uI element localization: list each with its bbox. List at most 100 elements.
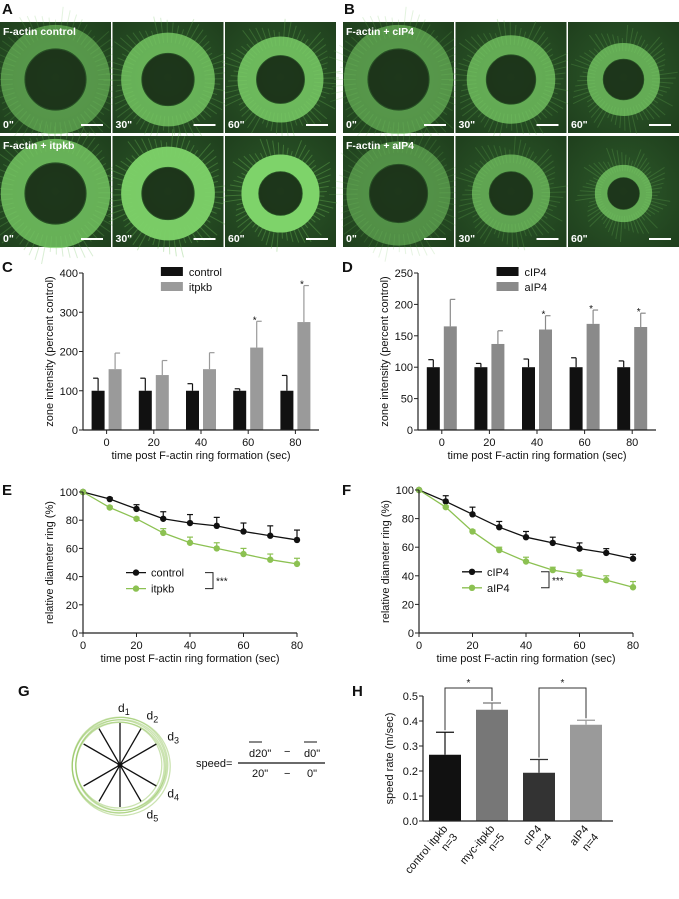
data-point-control: [240, 528, 247, 535]
data-point-itpkb: [160, 529, 167, 537]
legend-label: aIP4: [525, 282, 548, 294]
ring-center: [603, 59, 644, 100]
bar-cIP4: [617, 367, 631, 430]
ring-center: [259, 172, 302, 215]
significance-bracket: [541, 571, 550, 589]
data-point-itpkb: [240, 550, 247, 558]
f-actin-ring: [587, 43, 660, 116]
bar-control-itpkb: [429, 754, 461, 821]
panel-label-A: A: [2, 1, 13, 18]
legend-marker: [132, 569, 140, 576]
y-tick-label: 60: [402, 542, 414, 554]
legend-swatch: [160, 267, 183, 276]
diameter-letter: d: [147, 807, 154, 821]
condition-label: F-actin + aIP4: [346, 140, 414, 152]
x-tick-label: aIP4n=4: [568, 823, 602, 856]
legend-label: aIP4: [487, 583, 510, 595]
chart-D: cIP4 * * * aIP4 0 50 100 150 200 250 0 20 40 60 80 zone …: [379, 267, 656, 462]
y-tick-label: 200: [60, 347, 78, 359]
diameter-letter: d: [147, 709, 154, 723]
y-tick-label: 150: [395, 331, 413, 343]
legend-marker: [468, 568, 476, 575]
condition-label: F-actin + cIP4: [346, 26, 414, 38]
ring-center: [142, 53, 194, 106]
x-tick-label: 80: [626, 437, 638, 449]
timepoint-label: 60": [571, 119, 588, 131]
y-tick-label: 0.3: [403, 741, 418, 753]
f-actin-ring: [466, 35, 556, 124]
panel-label-B: B: [344, 1, 355, 18]
series-line-itpkb: [82, 491, 298, 565]
y-tick-label: 60: [66, 543, 78, 555]
x-tick-label: 60: [242, 437, 254, 449]
bar-itpkb: [155, 375, 169, 430]
formula-num-b: d0": [304, 748, 320, 760]
x-tick-label: 20: [130, 640, 142, 652]
x-tick-label: cIP4n=4: [521, 823, 554, 856]
data-point-itpkb: [186, 539, 194, 546]
x-axis-label: time post F-actin ring formation (sec): [436, 653, 615, 665]
legend-label: itpkb: [151, 584, 174, 596]
diameter-letter: d: [167, 730, 174, 744]
legend-label: cIP4: [525, 267, 547, 279]
bar-cIP4: [426, 367, 440, 430]
y-axis-label: zone intensity (percent control): [44, 276, 56, 426]
data-point-aIP4: [496, 546, 503, 554]
ring-outline: [71, 719, 167, 814]
y-tick-label: 0.4: [403, 716, 418, 728]
diameter-index: 3: [174, 736, 179, 746]
x-tick-label: control itpkbn=3: [403, 823, 460, 885]
x-tick-label: myc-itpkbn=5: [458, 823, 507, 875]
formula-num-a: d20": [249, 748, 271, 760]
legend-marker: [132, 585, 140, 592]
x-axis-label: time post F-actin ring formation (sec): [447, 450, 626, 462]
significance-star: *: [561, 678, 565, 689]
ring-center: [486, 55, 536, 104]
data-point-cIP4: [603, 549, 610, 557]
bar-aIP4: [634, 327, 648, 430]
significance-star: *: [300, 280, 304, 291]
x-tick-label: 60: [237, 640, 249, 652]
data-point-aIP4: [576, 571, 583, 578]
panel-label-F: F: [342, 482, 351, 499]
timepoint-label: 30": [116, 119, 133, 131]
bar-control: [138, 390, 152, 430]
x-tick-label: 0: [439, 437, 445, 449]
data-point-cIP4: [469, 511, 476, 518]
x-tick-label: 40: [520, 640, 532, 652]
formula-minus: −: [284, 746, 290, 758]
diameter-index: 4: [174, 793, 179, 803]
chart-E: control itpkb *** 0 20 40 60 80 100 0 20 40 60 80 rela…: [44, 487, 303, 665]
timepoint-label: 30": [459, 233, 476, 245]
x-tick-label: 60: [578, 437, 590, 449]
x-tick-label: 40: [184, 640, 196, 652]
data-point-itpkb: [267, 556, 274, 563]
y-tick-label: 40: [66, 572, 78, 584]
bar-control: [186, 390, 199, 430]
data-point-control: [106, 495, 113, 503]
ring-outline: [75, 721, 165, 812]
y-tick-label: 100: [60, 487, 78, 499]
data-point-itpkb: [213, 545, 220, 552]
micrograph-A-1-1: 30": [105, 129, 233, 258]
timepoint-label: 30": [116, 233, 133, 245]
y-tick-label: 50: [401, 394, 413, 406]
data-point-aIP4: [603, 576, 610, 584]
timepoint-label: 0": [3, 233, 14, 245]
data-point-control: [293, 536, 301, 544]
legend-label: cIP4: [487, 567, 509, 579]
x-tick-label: 20: [483, 437, 495, 449]
ring-center: [607, 177, 640, 210]
f-actin-ring: [241, 154, 320, 233]
timepoint-label: 60": [228, 233, 245, 245]
y-tick-label: 200: [395, 299, 413, 311]
formula-den-a: 20": [252, 768, 268, 780]
bar-itpkb: [250, 347, 264, 430]
ring-center: [25, 163, 86, 224]
ring-center: [142, 167, 194, 220]
y-tick-label: 400: [60, 268, 78, 280]
diameter-letter: d: [118, 701, 125, 715]
bar-aIP4: [443, 326, 457, 430]
